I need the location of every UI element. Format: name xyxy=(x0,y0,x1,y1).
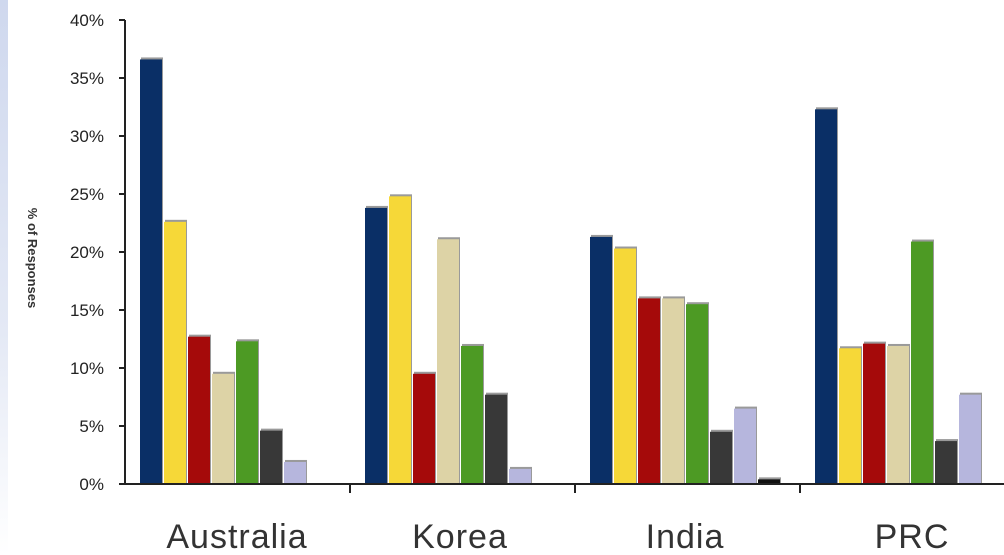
bar-india-s4 xyxy=(662,298,684,484)
bar-group-prc xyxy=(815,107,982,484)
y-axis-label: % of Responses xyxy=(25,208,40,308)
y-ticks-group: 0% 5% 10% 15% 20% 25% 30% 35% 40% xyxy=(70,11,125,494)
bars-group xyxy=(140,57,982,485)
bar-prc-s4 xyxy=(887,345,909,484)
bar-australia-s5 xyxy=(236,341,258,484)
bar-prc-s2 xyxy=(839,348,861,484)
y-tick-label: 25% xyxy=(70,185,104,204)
bar-india-s6 xyxy=(710,431,732,484)
bar-australia-s4 xyxy=(212,373,234,484)
bar-india-s1 xyxy=(590,236,612,484)
bar-korea-s1 xyxy=(365,207,387,485)
y-tick-label: 35% xyxy=(70,69,104,88)
bar-prc-s1 xyxy=(815,109,837,484)
bar-prc-s5 xyxy=(911,241,933,484)
bar-group-australia xyxy=(140,57,307,484)
x-categories-group: Australia Korea India PRC xyxy=(166,484,950,555)
x-category-label: Australia xyxy=(166,518,307,555)
slide-edge-strip xyxy=(0,0,8,555)
bar-korea-s2 xyxy=(389,196,411,484)
bar-korea-s6 xyxy=(485,394,507,484)
bar-australia-s3 xyxy=(188,336,210,484)
bar-india-s3 xyxy=(638,298,660,484)
bar-australia-s6 xyxy=(260,430,282,484)
bar-korea-s3 xyxy=(413,373,435,484)
y-tick-label: 0% xyxy=(79,475,104,494)
x-category-label: Korea xyxy=(412,518,508,555)
bar-group-korea xyxy=(365,194,532,485)
bar-australia-s1 xyxy=(140,59,162,484)
bar-india-s5 xyxy=(686,304,708,484)
bar-india-s8 xyxy=(758,479,780,484)
x-category-label: PRC xyxy=(875,518,950,555)
bar-australia-s2 xyxy=(164,221,186,484)
bar-australia-s7 xyxy=(284,461,306,484)
bar-prc-s6 xyxy=(935,441,957,484)
bar-group-india xyxy=(590,234,781,484)
bar-india-s7 xyxy=(734,408,756,484)
y-tick-label: 10% xyxy=(70,359,104,378)
bar-korea-s7 xyxy=(509,468,531,484)
y-axis-title: % of Responses xyxy=(25,208,40,308)
y-tick-label: 5% xyxy=(79,417,104,436)
y-tick-label: 20% xyxy=(70,243,104,262)
y-tick-label: 15% xyxy=(70,301,104,320)
bar-korea-s4 xyxy=(437,239,459,484)
bar-korea-s5 xyxy=(461,345,483,484)
bar-india-s2 xyxy=(614,248,636,484)
bar-prc-s3 xyxy=(863,343,885,484)
x-category-label: India xyxy=(646,518,725,555)
y-tick-label: 30% xyxy=(70,127,104,146)
y-tick-label: 40% xyxy=(70,11,104,30)
bar-prc-s7 xyxy=(959,394,981,484)
